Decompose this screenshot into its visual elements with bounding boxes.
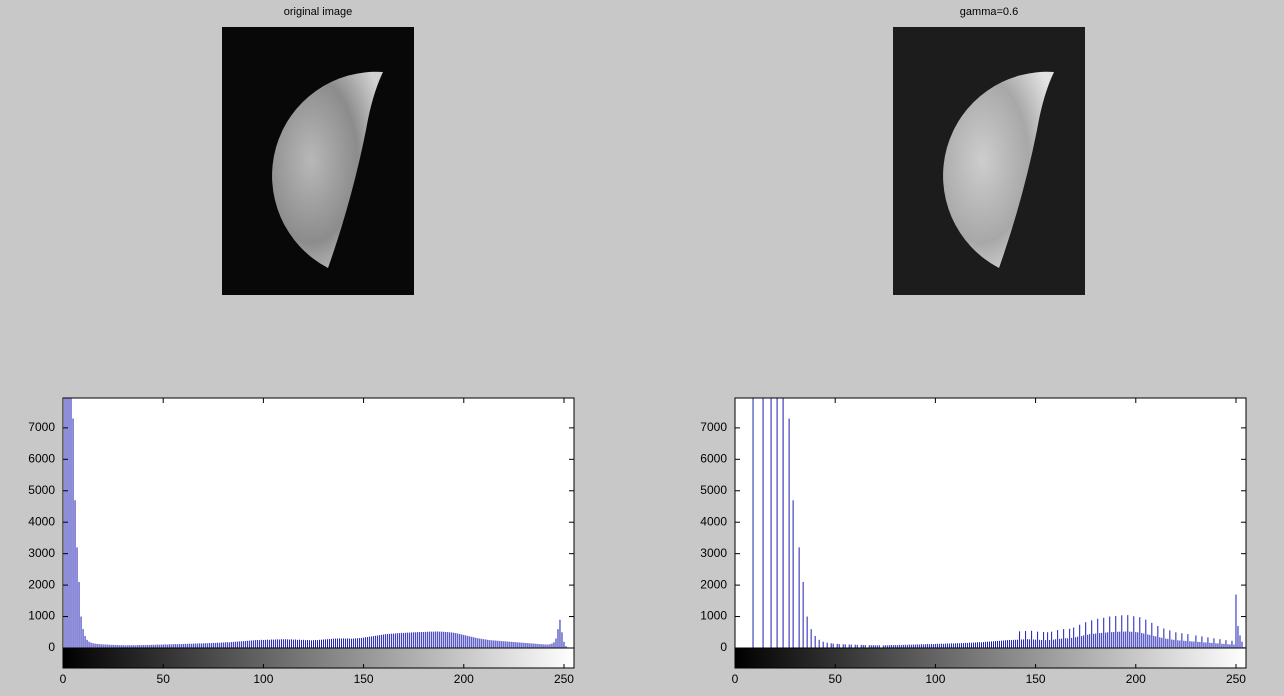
x-tick-label: 200 [1126,672,1146,686]
x-tick-label: 0 [60,672,67,686]
x-tick-label: 50 [157,672,171,686]
x-tick-label: 250 [1226,672,1246,686]
y-tick-label: 2000 [28,577,55,591]
plot-area [735,398,1246,648]
y-tick-label: 3000 [700,546,727,560]
y-tick-label: 0 [48,640,55,654]
y-tick-label: 1000 [700,609,727,623]
y-tick-label: 6000 [700,451,727,465]
x-tick-label: 150 [1026,672,1046,686]
image-title: original image [284,6,352,18]
x-tick-label: 100 [925,672,945,686]
colorbar [62,647,575,669]
y-tick-label: 2000 [700,577,727,591]
bars [63,398,573,648]
plot-area [63,398,574,648]
x-tick-label: 150 [354,672,374,686]
colorbar [734,647,1247,669]
image-title: gamma=0.6 [960,6,1018,18]
x-tick-label: 200 [454,672,474,686]
y-tick-label: 0 [720,640,727,654]
x-tick-label: 50 [829,672,843,686]
y-tick-label: 7000 [28,420,55,434]
image [893,27,1085,295]
y-tick-label: 1000 [28,609,55,623]
x-tick-label: 250 [554,672,574,686]
y-tick-label: 4000 [700,514,727,528]
y-tick-label: 7000 [700,420,727,434]
y-tick-label: 5000 [28,483,55,497]
bars [752,398,1245,648]
y-tick-label: 4000 [28,514,55,528]
x-tick-label: 100 [253,672,273,686]
y-tick-label: 3000 [28,546,55,560]
image [222,27,414,295]
x-tick-label: 0 [732,672,739,686]
y-tick-label: 5000 [700,483,727,497]
y-tick-label: 6000 [28,451,55,465]
